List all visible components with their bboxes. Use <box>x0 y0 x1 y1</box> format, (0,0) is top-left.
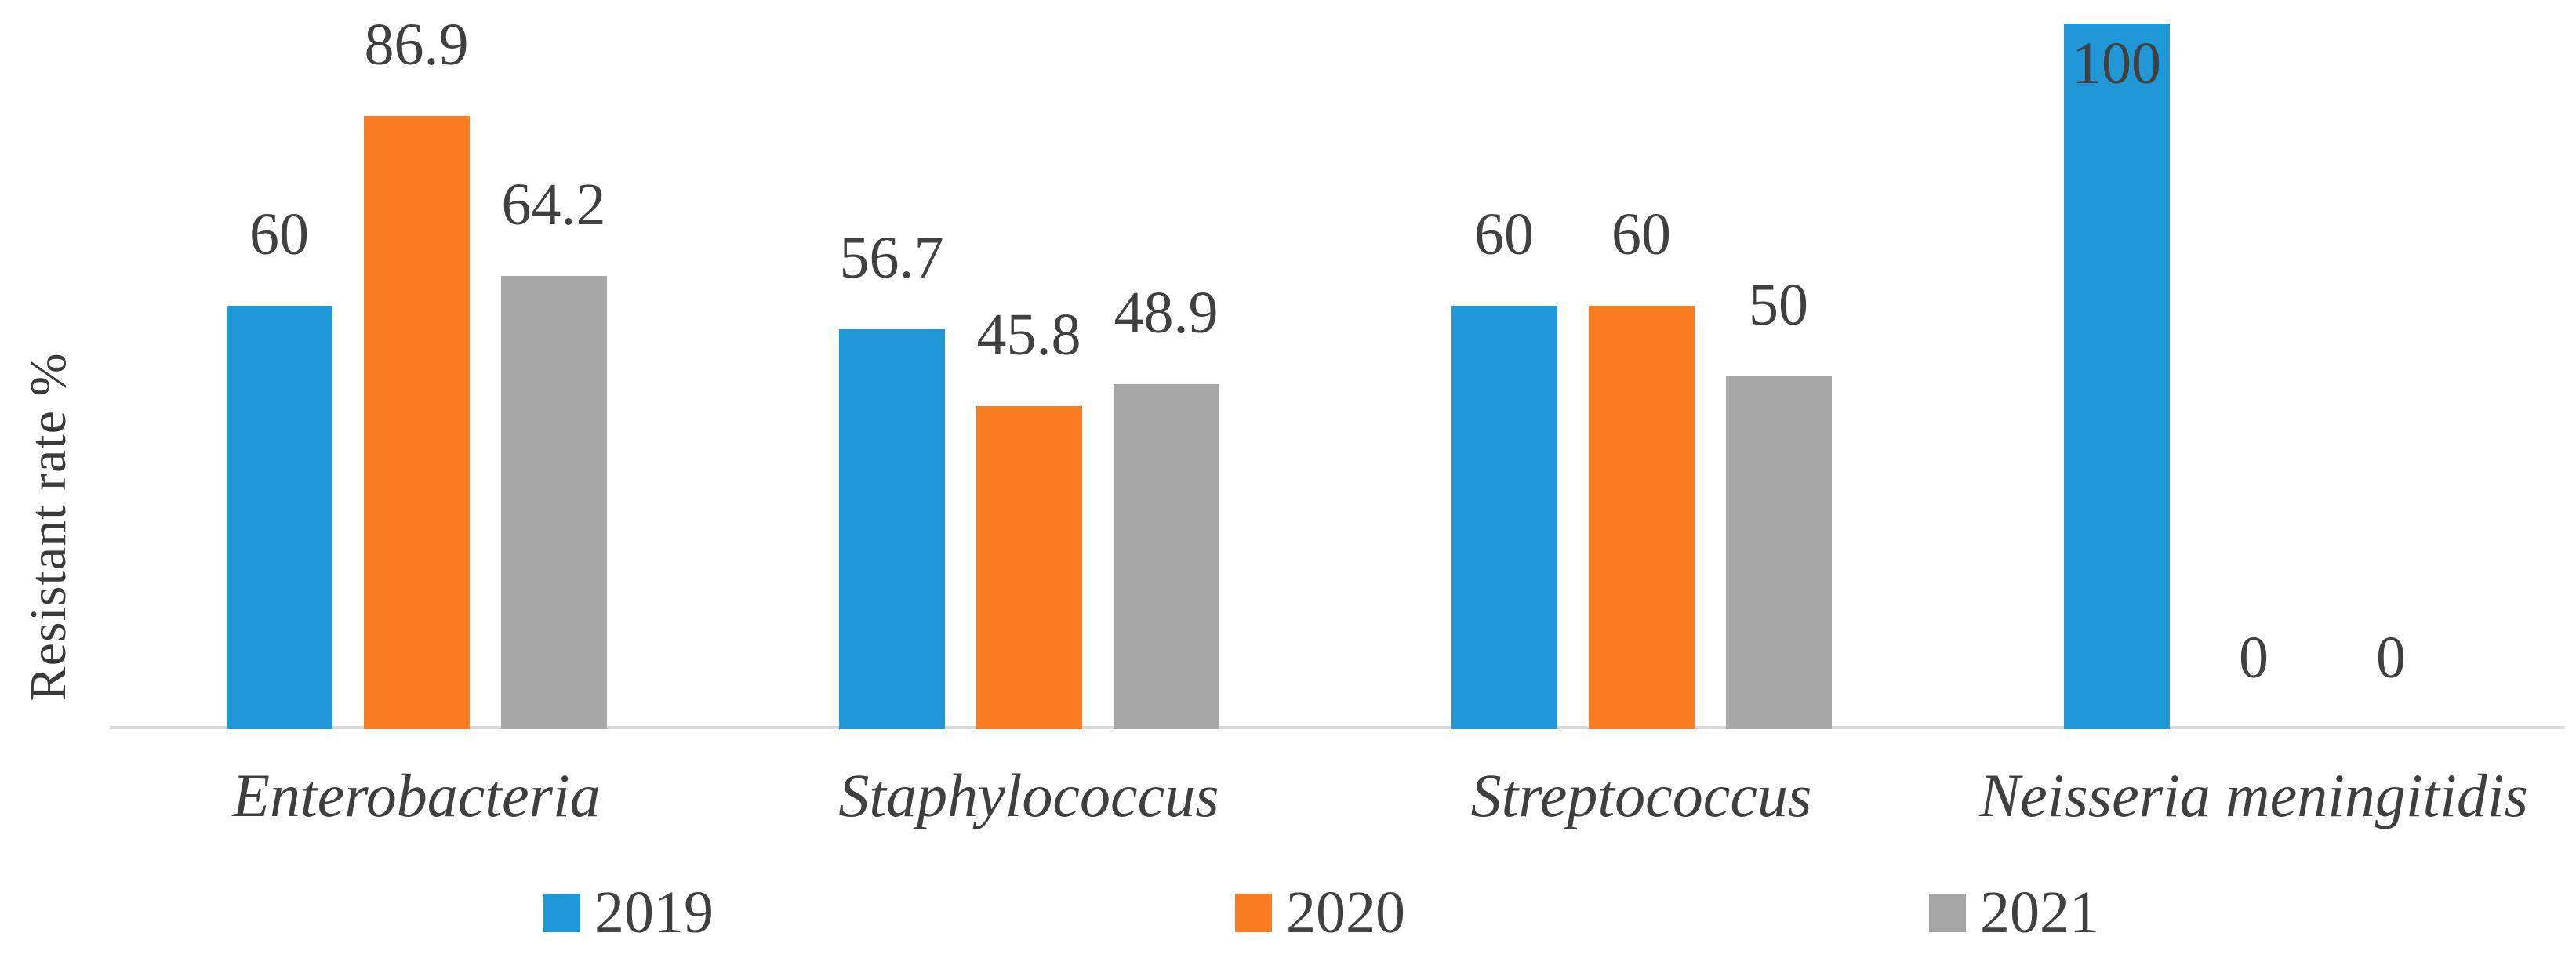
bar-2020-staphylococcus <box>976 405 1082 729</box>
legend-label: 2020 <box>1286 880 1405 945</box>
category-label-streptococcus: Streptococcus <box>1470 761 1812 829</box>
data-label: 50 <box>1749 272 1808 339</box>
legend-item-2019: 2019 <box>543 883 714 942</box>
data-label: 60 <box>249 201 309 268</box>
legend-swatch-2020 <box>1235 893 1272 932</box>
data-label: 45.8 <box>976 302 1081 368</box>
legend-label: 2019 <box>594 880 714 945</box>
x-axis-line <box>110 726 2564 729</box>
bar-2019-enterobacteria <box>226 306 332 729</box>
bar-2020-streptococcus <box>1588 306 1695 729</box>
data-label: 64.2 <box>501 172 606 238</box>
bar-2019-neisseria-meningitidis <box>2063 24 2170 729</box>
legend-swatch-2019 <box>543 893 580 932</box>
data-label: 0 <box>2376 625 2406 691</box>
bar-2020-enterobacteria <box>363 115 470 729</box>
bar-2019-streptococcus <box>1451 306 1557 729</box>
category-label-neisseria-meningitidis: Neisseria meningitidis <box>1979 761 2528 829</box>
bar-2019-staphylococcus <box>838 328 945 729</box>
data-label: 60 <box>1474 201 1534 268</box>
legend-label: 2021 <box>1980 880 2099 945</box>
category-label-staphylococcus: Staphylococcus <box>838 761 1219 829</box>
data-label: 60 <box>1611 201 1671 268</box>
legend-swatch-2021 <box>1929 893 1966 932</box>
bar-2021-enterobacteria <box>500 276 607 729</box>
category-label-enterobacteria: Enterobacteria <box>232 761 601 829</box>
bar-2021-streptococcus <box>1725 376 1832 729</box>
data-label: 100 <box>2072 31 2161 96</box>
bar-2021-staphylococcus <box>1113 383 1219 729</box>
y-axis-title: Resistant rate % <box>20 352 77 702</box>
data-label: 56.7 <box>839 224 944 291</box>
legend-item-2021: 2021 <box>1929 883 2099 942</box>
data-label: 0 <box>2239 625 2269 691</box>
data-label: 86.9 <box>364 12 469 78</box>
legend-item-2020: 2020 <box>1235 883 1405 942</box>
data-label: 48.9 <box>1114 280 1219 347</box>
